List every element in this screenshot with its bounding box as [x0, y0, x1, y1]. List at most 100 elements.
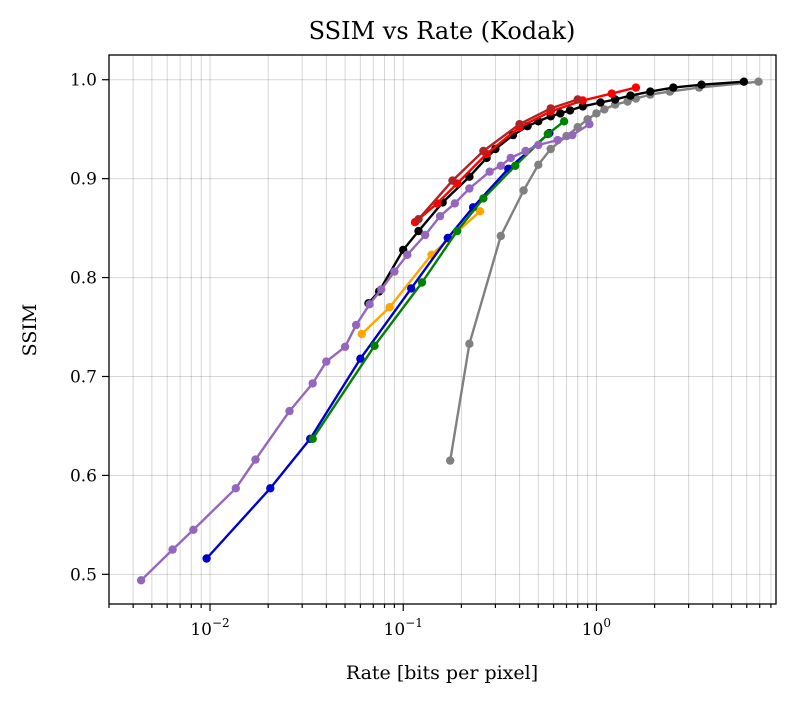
data-point — [407, 284, 416, 293]
data-point — [556, 109, 565, 118]
data-point — [485, 167, 494, 176]
data-point — [496, 231, 505, 241]
plot-frame — [108, 54, 777, 605]
data-point — [534, 140, 543, 150]
data-point — [308, 434, 317, 443]
data-point — [377, 285, 386, 294]
series-line — [417, 98, 579, 221]
series-5 — [202, 128, 554, 563]
data-point — [754, 77, 763, 86]
data-point — [351, 320, 361, 330]
data-point — [596, 98, 605, 107]
data-point — [585, 120, 594, 129]
data-point — [266, 484, 275, 493]
data-point — [491, 144, 500, 154]
data-point — [340, 342, 350, 351]
data-point — [414, 226, 423, 236]
y-tick-label: 0.9 — [70, 170, 97, 190]
data-point — [465, 339, 474, 348]
data-point — [568, 130, 577, 140]
x-tick-label-base: 10 — [582, 620, 604, 640]
data-point — [600, 105, 609, 114]
data-point — [534, 160, 543, 169]
data-point — [285, 406, 294, 416]
x-axis-label: Rate [bits per pixel] — [346, 662, 538, 684]
data-point — [739, 77, 749, 86]
data-point — [202, 554, 211, 563]
x-tick-label: 100 — [582, 616, 611, 640]
data-point — [475, 207, 485, 216]
data-point — [578, 102, 587, 111]
data-point — [559, 117, 569, 126]
data-point — [452, 226, 462, 236]
data-point — [168, 545, 177, 554]
data-point — [136, 576, 146, 585]
y-tick-label: 0.7 — [70, 367, 97, 387]
x-tick-label-base: 10 — [190, 620, 212, 640]
x-tick-label-exponent: −2 — [212, 616, 230, 630]
data-point — [506, 153, 515, 163]
series-7 — [136, 120, 594, 585]
data-point — [546, 144, 555, 154]
data-point — [390, 267, 399, 276]
chart-title: SSIM vs Rate (Kodak) — [309, 17, 576, 45]
data-point — [421, 230, 430, 240]
data-point — [357, 329, 366, 339]
series-3 — [414, 95, 582, 224]
data-point — [573, 95, 582, 104]
data-point — [385, 303, 394, 312]
data-point — [356, 354, 365, 363]
data-point — [669, 83, 678, 92]
data-point — [189, 525, 198, 534]
data-point — [565, 106, 575, 115]
y-tick-label: 1.0 — [70, 71, 97, 91]
data-point — [553, 135, 562, 145]
data-point — [308, 379, 317, 388]
series-6 — [308, 117, 569, 443]
data-point — [435, 212, 445, 221]
data-point — [446, 456, 455, 465]
data-point — [322, 357, 331, 366]
data-point — [631, 83, 641, 92]
x-tick-label-exponent: 0 — [603, 616, 611, 630]
y-tick-label: 0.5 — [70, 565, 97, 585]
data-point — [231, 484, 240, 493]
data-point — [519, 186, 528, 195]
series-1 — [364, 77, 749, 308]
y-tick-label: 0.6 — [70, 466, 97, 486]
data-point — [515, 120, 524, 129]
data-point — [465, 184, 474, 193]
series-line — [367, 80, 746, 305]
series-layer — [136, 77, 763, 585]
data-point — [414, 215, 423, 224]
data-point — [448, 176, 457, 185]
series-line — [311, 120, 566, 440]
data-point — [365, 300, 374, 309]
data-point — [546, 104, 555, 113]
x-tick-label: 10−2 — [190, 616, 229, 640]
data-point — [450, 199, 459, 208]
data-point — [251, 455, 260, 464]
y-axis-label: SSIM — [19, 304, 41, 357]
data-point — [607, 89, 616, 98]
x-tick-label: 10−1 — [384, 616, 423, 640]
data-point — [479, 146, 488, 156]
data-point — [626, 91, 635, 100]
data-point — [511, 161, 520, 170]
grid-lines — [108, 55, 776, 604]
data-point — [403, 250, 412, 259]
x-tick-label-base: 10 — [384, 620, 406, 640]
data-point — [697, 80, 706, 89]
data-point — [370, 341, 379, 350]
data-point — [479, 194, 488, 203]
data-point — [417, 278, 427, 287]
data-point — [646, 87, 655, 96]
data-point — [592, 109, 601, 118]
data-point — [543, 129, 552, 139]
y-tick-label: 0.8 — [70, 269, 97, 289]
data-point — [496, 161, 505, 170]
data-point — [521, 146, 530, 156]
